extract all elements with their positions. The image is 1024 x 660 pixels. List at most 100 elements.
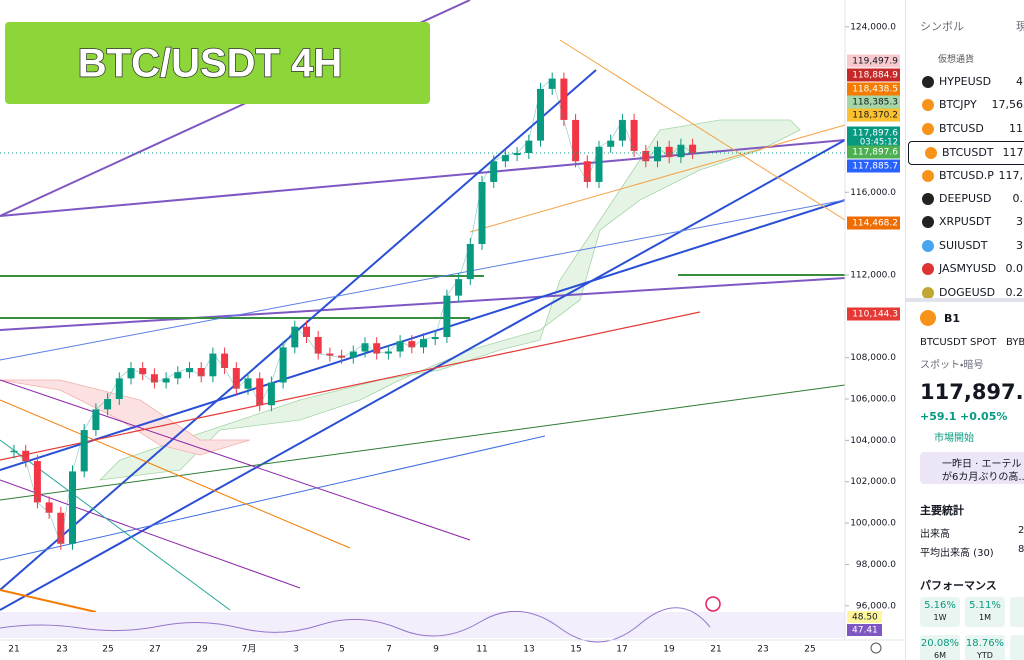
- candle: [572, 119, 580, 162]
- symbol: JASMYUSD: [939, 262, 997, 276]
- price-tag: [847, 68, 900, 82]
- x-tick-label: 7: [386, 645, 392, 655]
- candle: [267, 382, 275, 406]
- coin-icon: [920, 310, 936, 326]
- price: 3: [1016, 215, 1023, 229]
- candle: [373, 343, 381, 354]
- candle: [338, 355, 346, 358]
- price-tag-label: 118,370.2: [852, 111, 898, 121]
- candle: [291, 326, 299, 348]
- price: 0.0: [1005, 262, 1024, 276]
- perf-period: 1M: [979, 613, 991, 622]
- detail-price: 117,897.6: [920, 380, 1024, 404]
- candle: [455, 279, 463, 296]
- x-tick-label: 17: [616, 645, 627, 655]
- symbol-icon: [922, 99, 934, 112]
- indicator-label: 47.41: [852, 626, 878, 636]
- watchlist-row[interactable]: JASMYUSD 0.0: [906, 258, 1024, 280]
- watchlist-row[interactable]: DEEPUSD 0.: [906, 188, 1024, 210]
- candle: [349, 351, 357, 358]
- perf-tile: 5.16% 1W: [920, 597, 960, 627]
- price-tag-label: 117,897.6: [852, 129, 898, 139]
- perf-tile: 5.11% 1M: [965, 597, 1005, 627]
- price-tag: [847, 307, 900, 321]
- symbol: BTCUSD.P: [939, 168, 994, 182]
- price-tag: [847, 216, 900, 230]
- y-tick-label: 96,000.0: [856, 601, 896, 611]
- x-tick-label: 21: [8, 645, 19, 655]
- x-tick-label: 15: [570, 645, 581, 655]
- detail-status: 市場開始: [934, 433, 974, 444]
- price-tag: [847, 145, 900, 159]
- candle: [396, 341, 404, 352]
- symbol-icon: [922, 239, 934, 252]
- stat-label: 出来高: [920, 529, 950, 540]
- y-tick-label: 116,000.0: [850, 188, 896, 198]
- detail-change-pct: +0.05%: [960, 410, 1008, 423]
- stat-label: 平均出来高 (30): [920, 548, 994, 559]
- price-tag-label: 118,385.3: [852, 98, 898, 108]
- price-tag: [847, 159, 900, 173]
- candle: [490, 161, 498, 182]
- symbol: HYPEUSD: [939, 75, 992, 88]
- x-tick-label: 25: [804, 645, 815, 655]
- candle: [115, 378, 123, 400]
- detail-exchange: BYB: [1006, 337, 1024, 348]
- x-tick-label: 13: [523, 645, 534, 655]
- y-tick-label: 108,000.0: [850, 353, 896, 363]
- symbol: BTCUSD: [939, 121, 984, 135]
- price-tag-label: 114,468.2: [852, 219, 898, 229]
- candle: [537, 88, 544, 141]
- watchlist-row[interactable]: BTCUSD 11: [906, 118, 1024, 140]
- symbol-icon: [922, 122, 934, 135]
- banner-title: BTC/USDT 4H: [78, 42, 342, 86]
- y-tick-label: 104,000.0: [850, 436, 896, 446]
- symbol-icon: [922, 216, 934, 229]
- y-tick-label: 124,000.0: [850, 22, 896, 32]
- candle: [420, 339, 427, 348]
- stat-value: 2: [1018, 525, 1024, 536]
- perf-value: 20.08%: [920, 638, 960, 649]
- watchlist-row[interactable]: HYPEUSD 4: [906, 71, 1024, 93]
- alert-icon[interactable]: [705, 596, 721, 612]
- candle: [607, 140, 615, 147]
- candle: [197, 368, 205, 377]
- news-line: 一昨日 · エーテル: [942, 459, 1022, 470]
- price-tag: [847, 126, 900, 149]
- price-tag: [847, 95, 900, 109]
- price-tag-label: 119,497.9: [852, 57, 898, 67]
- x-tick-label: 29: [196, 645, 208, 655]
- watchlist-row[interactable]: BTCUSD.P 117,: [906, 165, 1024, 187]
- settings-icon[interactable]: [870, 642, 882, 654]
- candle: [583, 161, 591, 182]
- candle: [326, 353, 334, 356]
- candle: [513, 153, 521, 156]
- candle: [221, 353, 229, 369]
- candle: [303, 326, 310, 338]
- news-box[interactable]: [920, 452, 1024, 484]
- watchlist-row[interactable]: BTCUSDT 117,: [908, 141, 1024, 166]
- candle: [466, 243, 474, 280]
- x-tick-label: 21: [710, 645, 721, 655]
- perf-value: 9: [1010, 638, 1024, 649]
- watchlist-row[interactable]: SUIUSDT 3: [906, 235, 1024, 257]
- symbol-icon: [922, 193, 934, 205]
- price: 3: [1016, 238, 1023, 252]
- candle: [361, 343, 369, 352]
- sidebar: シンボル 現 仮想通貨 HYPEUSD4BTCJPY17,56BTCUSD11B…: [905, 0, 1024, 660]
- watchlist-row[interactable]: DOGEUSD 0.2: [906, 282, 1024, 304]
- price-tag: [847, 108, 900, 122]
- candle: [104, 399, 112, 410]
- symbol-icon: [922, 169, 934, 182]
- perf-title: パフォーマンス: [920, 579, 997, 592]
- x-tick-label: 25: [102, 645, 113, 655]
- detail-name: BTCUSDT SPOT: [920, 337, 997, 348]
- candle: [33, 461, 41, 503]
- candle: [92, 409, 100, 431]
- candle: [618, 119, 626, 141]
- perf-period: YTD: [977, 651, 993, 660]
- candle: [69, 471, 76, 544]
- candle: [560, 78, 568, 120]
- watchlist-row[interactable]: XRPUSDT 3: [906, 211, 1024, 233]
- watchlist-row[interactable]: BTCJPY 17,56: [906, 94, 1024, 116]
